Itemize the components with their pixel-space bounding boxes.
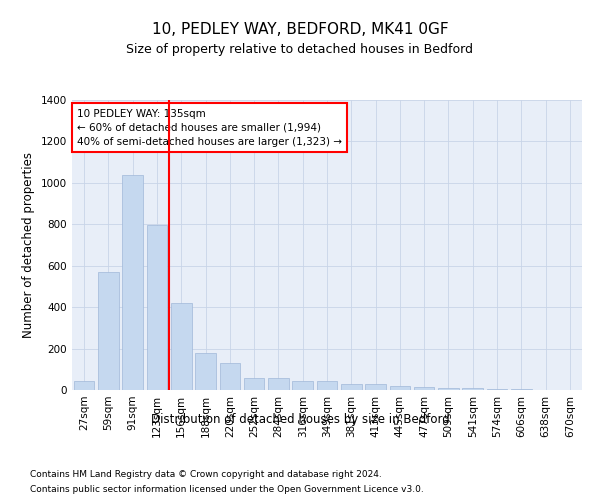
Bar — [171, 303, 191, 390]
Bar — [74, 380, 94, 390]
Bar — [268, 378, 289, 390]
Bar — [389, 386, 410, 390]
Bar — [244, 378, 265, 390]
Bar — [414, 387, 434, 390]
Bar — [292, 380, 313, 390]
Bar — [317, 380, 337, 390]
Bar — [438, 388, 459, 390]
Text: 10 PEDLEY WAY: 135sqm
← 60% of detached houses are smaller (1,994)
40% of semi-d: 10 PEDLEY WAY: 135sqm ← 60% of detached … — [77, 108, 342, 146]
Bar — [146, 226, 167, 390]
Y-axis label: Number of detached properties: Number of detached properties — [22, 152, 35, 338]
Bar — [365, 384, 386, 390]
Bar — [195, 352, 216, 390]
Bar — [220, 364, 240, 390]
Bar — [487, 389, 508, 390]
Bar — [98, 272, 119, 390]
Bar — [122, 174, 143, 390]
Bar — [463, 388, 483, 390]
Text: Distribution of detached houses by size in Bedford: Distribution of detached houses by size … — [151, 412, 449, 426]
Text: Contains public sector information licensed under the Open Government Licence v3: Contains public sector information licen… — [30, 485, 424, 494]
Text: Size of property relative to detached houses in Bedford: Size of property relative to detached ho… — [127, 42, 473, 56]
Text: Contains HM Land Registry data © Crown copyright and database right 2024.: Contains HM Land Registry data © Crown c… — [30, 470, 382, 479]
Bar — [341, 384, 362, 390]
Text: 10, PEDLEY WAY, BEDFORD, MK41 0GF: 10, PEDLEY WAY, BEDFORD, MK41 0GF — [152, 22, 448, 38]
